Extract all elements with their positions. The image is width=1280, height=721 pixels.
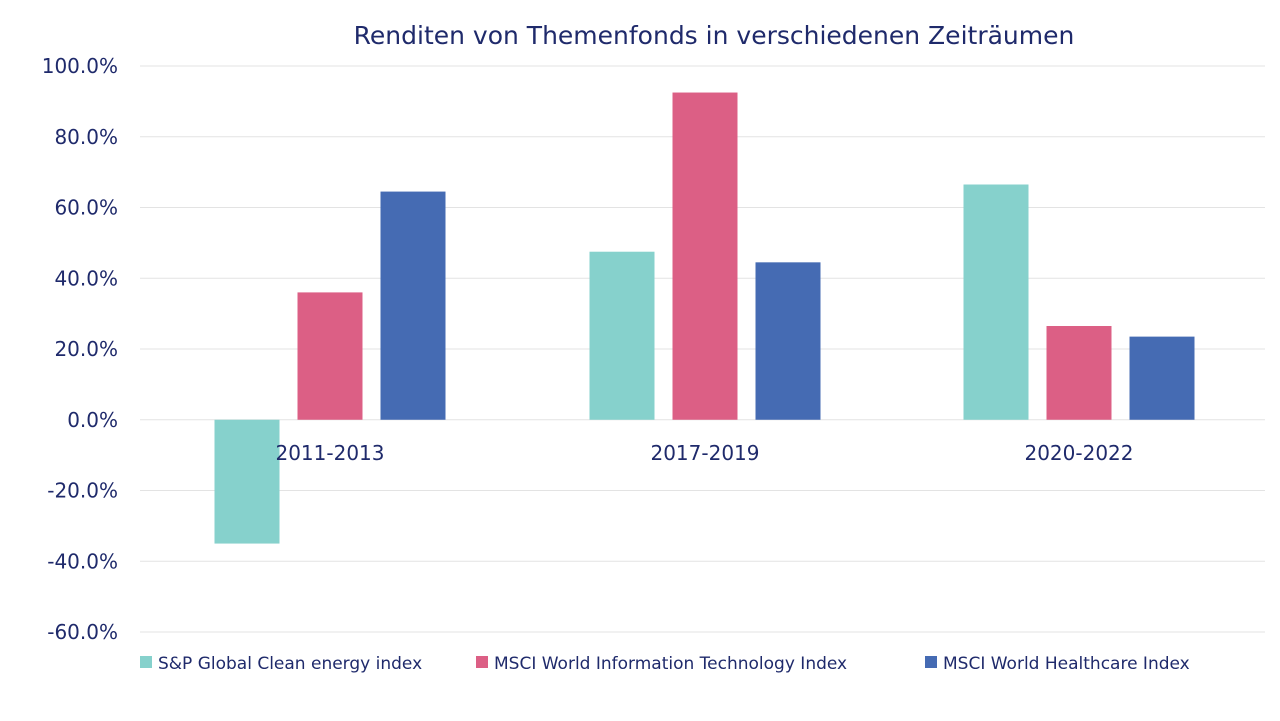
bar-2020-2022-series-0 xyxy=(963,184,1029,420)
y-tick-label: -20.0% xyxy=(47,479,118,503)
bar-2011-2013-series-1 xyxy=(297,292,363,420)
y-tick-label: 100.0% xyxy=(42,54,118,78)
y-tick-label: 80.0% xyxy=(54,125,118,149)
legend-swatch xyxy=(925,656,937,668)
y-tick-label: 0.0% xyxy=(67,408,118,432)
y-tick-label: 20.0% xyxy=(54,337,118,361)
legend-label: MSCI World Healthcare Index xyxy=(943,654,1190,674)
x-category-label: 2011-2013 xyxy=(275,441,384,465)
legend-label: MSCI World Information Technology Index xyxy=(494,654,847,674)
chart-title: Renditen von Themenfonds in verschiedene… xyxy=(354,21,1075,50)
x-category-label: 2017-2019 xyxy=(650,441,759,465)
bar-2011-2013-series-2 xyxy=(380,191,446,420)
bar-2020-2022-series-1 xyxy=(1046,326,1112,420)
bar-2017-2019-series-0 xyxy=(589,251,655,420)
category-labels: 2011-2013 2017-2019 2020-2022 xyxy=(275,441,1133,465)
bars xyxy=(214,92,1195,544)
y-tick-label: -40.0% xyxy=(47,549,118,573)
bar-2017-2019-series-2 xyxy=(755,262,821,420)
y-tick-label: 40.0% xyxy=(54,266,118,290)
y-axis-tick-labels: -60.0% -40.0% -20.0% 0.0% 20.0% 40.0% 60.0% 80.… xyxy=(42,54,118,644)
legend-label: S&P Global Clean energy index xyxy=(158,654,422,674)
y-tick-label: -60.0% xyxy=(47,620,118,644)
x-category-label: 2020-2022 xyxy=(1024,441,1133,465)
y-tick-label: 60.0% xyxy=(54,196,118,220)
bar-2011-2013-series-0 xyxy=(214,419,280,544)
legend-swatch xyxy=(140,656,152,668)
legend-swatch xyxy=(476,656,488,668)
bar-2017-2019-series-1 xyxy=(672,92,738,420)
bar-2020-2022-series-2 xyxy=(1129,336,1195,420)
legend: S&P Global Clean energy index MSCI World … xyxy=(140,654,1190,674)
